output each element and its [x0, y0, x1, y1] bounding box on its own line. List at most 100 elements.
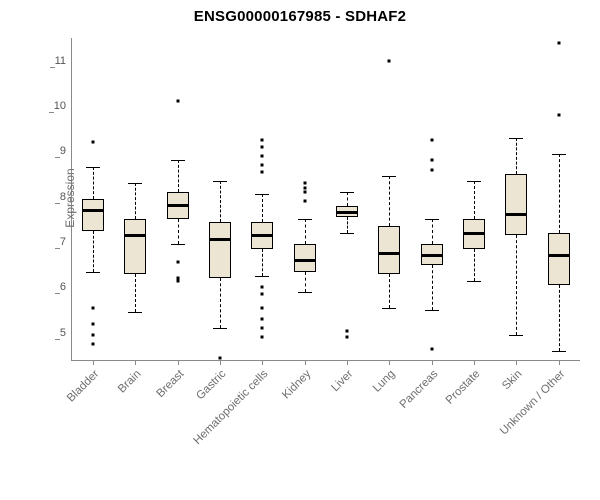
outlier-point [557, 41, 561, 45]
outlier-point [260, 285, 264, 289]
outlier-point [91, 342, 95, 346]
box-iqr [124, 219, 147, 274]
y-axis-tick-label: 5 [54, 327, 72, 340]
x-axis-tick-mark [516, 360, 518, 365]
whisker-cap-lower [467, 280, 482, 282]
whisker-lower [347, 217, 349, 233]
whisker-lower [93, 230, 95, 272]
outlier-point [91, 322, 95, 326]
whisker-upper [431, 219, 433, 245]
outlier-point [430, 168, 434, 172]
whisker-cap-upper [509, 137, 524, 139]
box-plot-group: Kidney [280, 38, 326, 401]
whisker-lower [177, 219, 179, 245]
box-plot-group: Lung [368, 38, 410, 395]
y-axis-tick-label: 7 [54, 236, 72, 250]
median-line [124, 233, 147, 237]
box-plot-group: Gastric [194, 38, 241, 402]
box-plot-group: Hematopoietic cells [192, 38, 283, 447]
whisker-upper [389, 176, 391, 227]
outlier-point [91, 333, 95, 337]
box-iqr [378, 226, 401, 274]
outlier-point [260, 170, 264, 174]
box-plot-group: Brain [114, 38, 156, 395]
outlier-point [218, 356, 222, 360]
outlier-point [260, 317, 264, 321]
x-axis-tick-label: Kidney [279, 368, 314, 402]
outlier-point [303, 190, 307, 194]
outlier-point [260, 326, 264, 330]
x-axis-tick-label: Lung [371, 368, 398, 395]
whisker-cap-upper [255, 194, 270, 196]
y-axis-tick-mark [54, 293, 60, 295]
box-plot-group: Liver [326, 38, 368, 394]
x-axis-tick-label: Prostate [443, 368, 483, 407]
outlier-point [176, 260, 180, 264]
y-axis-tick-label: 6 [54, 281, 72, 295]
x-axis-tick-label: Pancreas [397, 368, 441, 411]
x-axis-tick-mark [431, 360, 433, 365]
whisker-cap-lower [509, 335, 524, 337]
whisker-lower [304, 271, 306, 292]
whisker-upper [262, 194, 264, 222]
whisker-upper [474, 180, 476, 220]
whisker-cap-lower [255, 276, 270, 278]
x-axis-tick-label: Skin [500, 368, 525, 393]
x-axis-tick-label: Liver [329, 368, 356, 395]
x-axis-tick-label: Gastric [194, 368, 229, 403]
whisker-lower [135, 273, 137, 313]
x-axis-tick-label: Hematopoietic cells [191, 368, 271, 447]
y-axis-tick-mark [54, 248, 60, 250]
outlier-point [303, 186, 307, 190]
whisker-cap-lower [382, 307, 397, 309]
whisker-cap-upper [382, 176, 397, 178]
outlier-point [303, 199, 307, 203]
median-line [82, 208, 105, 212]
median-line [378, 251, 401, 255]
box-iqr [293, 244, 316, 272]
outlier-point [176, 99, 180, 103]
box-plot-group: Unknown / Other [498, 38, 580, 438]
box-iqr [209, 221, 232, 279]
box-plot-group: Bladder [65, 38, 114, 405]
median-line [336, 211, 359, 215]
whisker-upper [347, 192, 349, 206]
outlier-point [91, 306, 95, 310]
whisker-cap-upper [551, 153, 566, 155]
box-iqr [547, 233, 570, 286]
whisker-cap-upper [86, 167, 101, 169]
y-axis-tick-label: 8 [54, 191, 72, 204]
y-axis-tick-label: 10 [48, 100, 72, 114]
whisker-cap-upper [467, 180, 482, 182]
outlier-point [260, 163, 264, 167]
median-line [505, 213, 528, 217]
outlier-point [176, 279, 180, 283]
outlier-point [260, 335, 264, 339]
x-axis-tick-mark [347, 360, 349, 365]
whisker-upper [135, 183, 137, 220]
outlier-point [345, 335, 349, 339]
median-line [166, 204, 189, 208]
outlier-point [345, 329, 349, 333]
whisker-cap-upper [340, 192, 355, 194]
whisker-cap-lower [128, 312, 143, 314]
x-axis-tick-mark [262, 360, 264, 365]
whisker-cap-lower [213, 328, 228, 330]
outlier-point [260, 145, 264, 149]
x-axis-tick-mark [558, 360, 560, 365]
median-line [547, 254, 570, 258]
median-line [293, 258, 316, 262]
whisker-cap-lower [86, 271, 101, 273]
outlier-point [91, 140, 95, 144]
x-axis-tick-mark [93, 360, 95, 365]
whisker-upper [304, 219, 306, 245]
x-axis-tick-mark [304, 360, 306, 365]
whisker-cap-upper [213, 180, 228, 182]
y-axis-tick-label: 11 [49, 55, 72, 68]
outlier-point [176, 276, 180, 280]
outlier-point [387, 59, 391, 63]
box-plot-group: Pancreas [397, 38, 453, 411]
median-line [251, 233, 274, 237]
y-axis-line [71, 38, 72, 360]
